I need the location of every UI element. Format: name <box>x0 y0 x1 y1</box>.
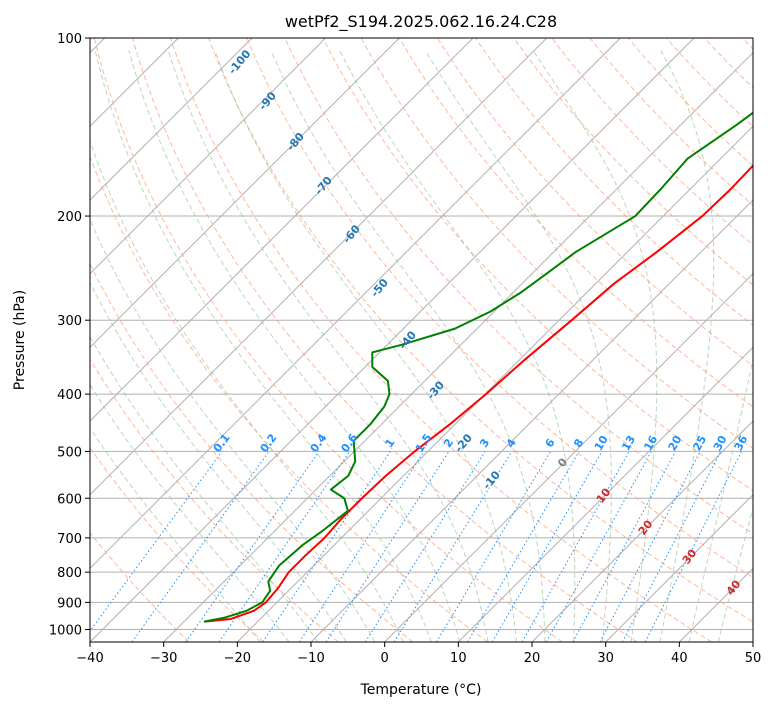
isotherm-line <box>90 38 548 496</box>
x-tick-label: 50 <box>745 651 762 666</box>
dry-adiabat-line <box>93 38 563 642</box>
dry-adiabat-line <box>475 38 753 326</box>
chart-title: wetPf2_S194.2025.062.16.24.C28 <box>285 12 557 32</box>
x-tick-label: 40 <box>671 651 688 666</box>
isotherm-line <box>90 38 253 201</box>
mixing-ratio-line <box>572 451 676 642</box>
moist-adiabat-line <box>270 50 546 642</box>
isotherm-line <box>90 38 327 275</box>
mixing-ratio-line <box>491 451 603 642</box>
x-tick-label: −30 <box>150 651 177 666</box>
y-tick-label: 400 <box>57 388 82 403</box>
plot-frame <box>89 37 754 643</box>
dry-adiabat-line <box>90 358 339 642</box>
dry-adiabat-line <box>589 38 753 206</box>
mixing-ratio-label: 25 <box>690 433 709 453</box>
isotherm-line <box>163 51 753 642</box>
y-tick-label: 800 <box>57 566 82 581</box>
isobar-lines <box>90 38 753 630</box>
dry-adiabat-line <box>360 38 753 450</box>
isotherm-line <box>384 272 753 642</box>
isotherm-line <box>531 420 753 642</box>
x-tick-label: 20 <box>524 651 541 666</box>
moist-adiabat-line <box>688 357 753 642</box>
moist-adiabat-line <box>167 50 489 642</box>
y-tick-label: 300 <box>57 314 82 329</box>
x-tick-label: −20 <box>224 651 251 666</box>
y-tick-label: 900 <box>57 596 82 611</box>
x-tick-label: 0 <box>381 651 389 666</box>
isotherm-line <box>90 38 621 570</box>
isotherm-line <box>90 38 400 349</box>
moist-adiabat-lines <box>90 50 753 642</box>
dry-adiabat-lines <box>90 38 753 642</box>
mixing-ratio-line <box>185 451 320 642</box>
dry-adiabat-line <box>322 38 753 492</box>
moist-adiabat-line <box>90 218 376 642</box>
moist-adiabat-line <box>94 50 432 642</box>
isotherm-line <box>236 125 753 642</box>
mixing-ratio-line <box>467 451 580 642</box>
isotherm-lines <box>90 38 753 642</box>
x-tick-label: 30 <box>597 651 614 666</box>
mixing-ratio-line <box>364 451 486 642</box>
y-tick-label: 200 <box>57 210 82 225</box>
x-axis-label: Temperature (°C) <box>360 682 482 698</box>
mixing-ratio-line <box>131 451 270 642</box>
y-axis-label: Pressure (hPa) <box>12 290 28 390</box>
y-tick-label: 500 <box>57 445 82 460</box>
mixing-ratio-line <box>435 451 552 642</box>
x-axis-ticks: −40 −30 −20 −10 0 10 20 30 40 50 <box>76 642 761 666</box>
moist-adiabat-line <box>90 138 404 642</box>
dry-adiabat-line <box>284 38 753 535</box>
dewpoint-line <box>203 111 753 623</box>
isotherm-line <box>90 38 695 642</box>
moist-adiabat-line <box>90 281 347 642</box>
dry-adiabat-line <box>627 38 753 167</box>
dry-adiabat-line <box>208 38 753 623</box>
y-tick-label: 100 <box>57 32 82 47</box>
dry-adiabat-line <box>246 38 753 578</box>
moist-adiabat-line <box>214 50 517 642</box>
mixing-ratio-line <box>325 451 450 642</box>
mixing-ratio-lines <box>90 451 742 642</box>
y-axis-ticks: 100 200 300 400 500 600 700 800 900 1000 <box>49 32 90 638</box>
isotherm-line <box>457 346 753 642</box>
moist-adiabat-line <box>128 50 461 642</box>
dry-adiabat-line <box>131 38 638 642</box>
isotherm-line <box>605 493 753 642</box>
dry-adiabat-line <box>90 531 190 642</box>
x-tick-label: −10 <box>297 651 324 666</box>
mixing-ratio-label: 36 <box>732 433 751 453</box>
plot-background <box>90 38 753 642</box>
mixing-ratio-line <box>521 451 630 642</box>
x-tick-label: −40 <box>76 651 103 666</box>
isotherm-line <box>752 641 753 642</box>
moist-adiabat-line <box>717 506 753 642</box>
moist-adiabat-line <box>532 50 658 642</box>
dry-adiabat-line <box>551 38 753 246</box>
dry-adiabat-line <box>398 38 753 408</box>
isotherm-line <box>90 38 474 422</box>
dry-adiabat-line <box>437 38 753 367</box>
dry-adiabat-line <box>170 38 713 642</box>
mixing-ratio-line <box>218 451 351 642</box>
mixing-ratio-line <box>545 451 652 642</box>
y-tick-label: 700 <box>57 532 82 547</box>
y-tick-label: 1000 <box>49 623 82 638</box>
mixing-ratio-line <box>393 451 513 642</box>
temperature-line <box>204 164 753 623</box>
moist-adiabat-line <box>339 50 576 642</box>
sounding-series <box>203 111 753 623</box>
y-tick-label: 600 <box>57 492 82 507</box>
moist-adiabat-line <box>425 50 612 642</box>
moist-adiabat-line <box>90 335 319 642</box>
x-tick-label: 10 <box>450 651 467 666</box>
dry-adiabat-line <box>90 262 414 642</box>
moist-adiabat-line <box>659 50 715 642</box>
mixing-ratio-line <box>90 451 223 632</box>
